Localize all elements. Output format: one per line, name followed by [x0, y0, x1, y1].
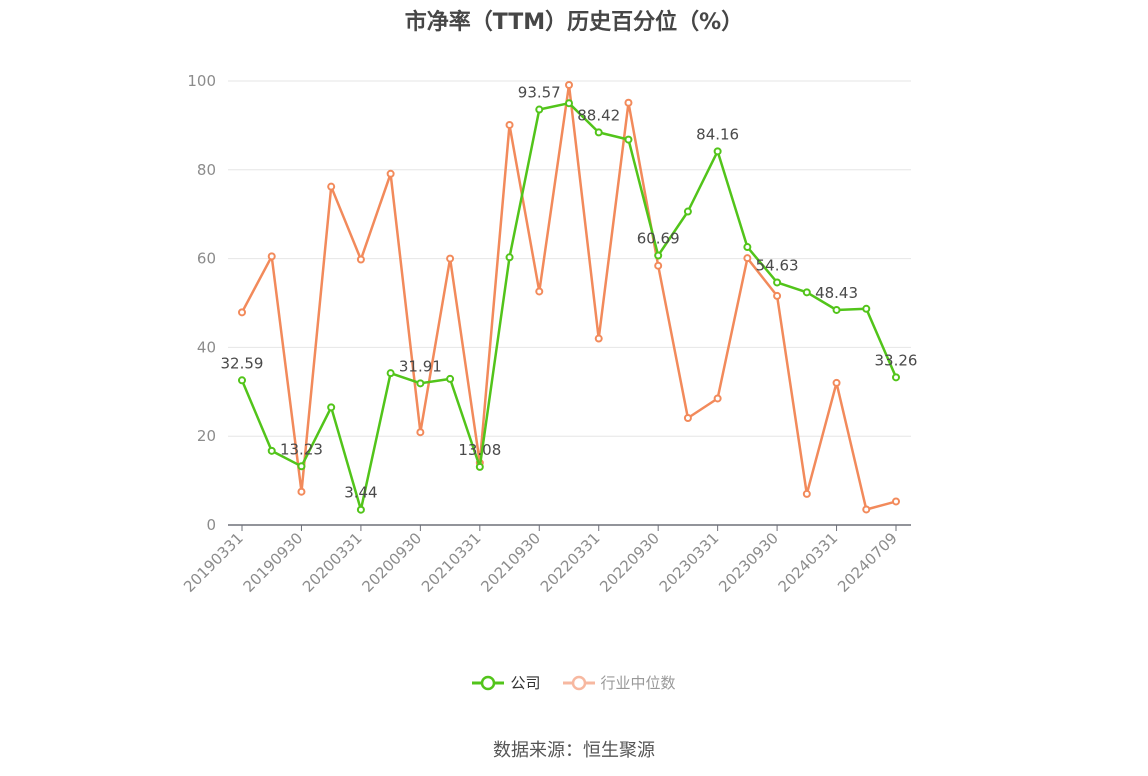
- x-tick-label: 20240709: [834, 529, 901, 596]
- data-point: [624, 135, 633, 144]
- y-tick-label: 20: [197, 427, 216, 445]
- x-tick-label: 20240331: [775, 529, 842, 596]
- data-point: [565, 99, 573, 108]
- data-point: [565, 80, 573, 89]
- legend-item-company[interactable]: 公司: [472, 672, 541, 693]
- data-point: [446, 374, 455, 383]
- data-point: [773, 291, 782, 300]
- data-point: [594, 128, 603, 137]
- legend-industry-icon: [562, 675, 595, 690]
- data-point: [327, 182, 336, 191]
- data-label: 31.91: [399, 357, 442, 375]
- data-point: [654, 251, 663, 260]
- data-point: [297, 487, 306, 496]
- y-tick-label: 40: [197, 338, 216, 356]
- data-point: [802, 288, 811, 297]
- data-point: [356, 505, 365, 514]
- data-point: [624, 98, 633, 107]
- chart-title: 市净率（TTM）历史百分位（%）: [404, 10, 744, 35]
- series-line: [240, 101, 898, 511]
- x-tick-label: 20210930: [477, 529, 544, 596]
- y-tick-label: 80: [197, 161, 216, 179]
- data-point: [238, 308, 246, 317]
- data-point: [386, 369, 395, 378]
- data-point: [832, 305, 841, 314]
- data-point: [892, 497, 900, 506]
- y-tick-label: 60: [197, 250, 216, 268]
- data-point: [713, 147, 722, 156]
- data-point: [238, 376, 246, 385]
- data-label: 48.43: [815, 284, 858, 302]
- data-point: [297, 462, 306, 471]
- data-point: [505, 253, 514, 262]
- data-point: [802, 489, 811, 498]
- data-point: [505, 120, 514, 129]
- data-label: 13.23: [280, 440, 323, 458]
- x-tick-label: 20200930: [358, 529, 425, 596]
- data-point: [535, 287, 544, 296]
- data-point: [356, 255, 365, 264]
- data-point: [446, 254, 455, 263]
- data-point: [594, 334, 603, 343]
- data-point: [713, 394, 722, 403]
- data-point: [773, 278, 782, 287]
- data-label: 88.42: [577, 106, 620, 124]
- x-tick-label: 20190331: [180, 529, 247, 596]
- x-tick-label: 20230331: [656, 529, 723, 596]
- x-tick-label: 20210331: [418, 529, 485, 596]
- data-point: [743, 254, 752, 263]
- data-label: 93.57: [518, 84, 561, 102]
- y-tick-label: 0: [206, 516, 216, 534]
- data-point: [386, 169, 395, 178]
- data-label: 60.69: [637, 230, 680, 248]
- legend-company-icon: [472, 675, 505, 690]
- legend-industry-label: 行业中位数: [600, 674, 676, 692]
- series-line: [240, 83, 897, 511]
- data-label: 84.16: [696, 125, 739, 143]
- data-point: [416, 379, 425, 388]
- data-point: [267, 446, 276, 455]
- data-point: [267, 252, 276, 261]
- data-point: [862, 304, 871, 313]
- data-label: 3.44: [344, 484, 377, 502]
- data-point: [683, 207, 692, 216]
- data-point: [416, 428, 425, 437]
- data-label: 32.59: [221, 354, 264, 372]
- data-label: 54.63: [756, 256, 799, 274]
- x-tick-label: 20230930: [715, 529, 782, 596]
- legend-item-industry[interactable]: 行业中位数: [562, 672, 676, 693]
- y-tick-label: 100: [187, 72, 216, 90]
- x-tick-label: 20220930: [596, 529, 663, 596]
- data-point: [654, 261, 663, 270]
- data-label: 13.08: [458, 441, 501, 459]
- legend: 公司 行业中位数: [0, 672, 1148, 693]
- x-tick-label: 20200331: [299, 529, 366, 596]
- data-point: [683, 413, 692, 422]
- data-point: [535, 105, 544, 114]
- data-point: [892, 373, 900, 382]
- x-tick-label: 20190930: [240, 529, 307, 596]
- legend-company-label: 公司: [510, 674, 541, 692]
- source-note: 数据来源：恒生聚源: [493, 740, 655, 761]
- data-point: [832, 378, 841, 387]
- data-point: [743, 243, 752, 252]
- data-point: [862, 505, 871, 514]
- data-point: [475, 462, 484, 471]
- x-tick-label: 20220331: [537, 529, 604, 596]
- data-point: [327, 403, 336, 412]
- data-label: 33.26: [875, 351, 918, 369]
